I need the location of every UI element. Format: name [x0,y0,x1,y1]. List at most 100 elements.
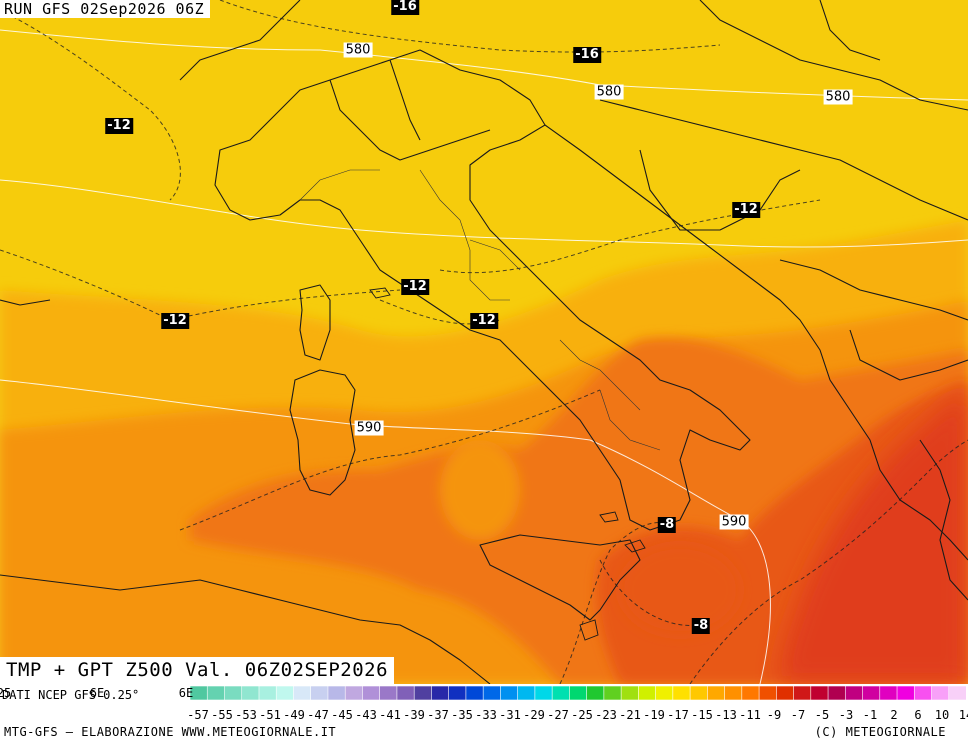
scale-tick-label: -43 [355,708,377,722]
scale-swatch [206,685,226,701]
scale-swatch [638,685,657,701]
scale-tick-label: -3 [839,708,853,722]
scale-tick-label: -39 [403,708,425,722]
scale-swatch [896,685,915,701]
scale-swatch [827,685,846,701]
scale-tick-label: -37 [427,708,449,722]
scale-tick-label: -13 [715,708,737,722]
scale-tick-label: 14 [959,708,968,722]
coastlines [0,0,968,684]
temperature-label: -16 [573,47,601,63]
map-title: TMP + GPT Z500 Val. 06Z02SEP2026 [0,657,395,684]
geopotential-label: 590 [354,420,384,436]
field-red [780,390,968,684]
scale-swatch [655,685,674,701]
scale-swatch [844,685,864,701]
scale-edge-mark: 6E [179,686,193,700]
scale-swatch [913,685,933,701]
scale-swatch [327,685,346,701]
scale-tick-label: -57 [187,708,209,722]
geopotential-label: 580 [823,89,853,105]
scale-tick-label: -45 [331,708,353,722]
scale-tick-label: -55 [211,708,233,722]
scale-swatch [603,685,622,701]
run-title: RUN GFS 02Sep2026 06Z [0,0,211,18]
geopotential-label: 580 [343,42,373,58]
scale-swatch [862,685,881,701]
scale-swatch [379,685,398,701]
scale-swatch [534,685,553,701]
scale-swatch [344,685,364,701]
scale-swatch [551,685,570,701]
scale-tick-label: -41 [379,708,401,722]
scale-swatch [275,685,295,701]
field-red-blob [620,545,740,635]
scale-swatch [396,685,415,701]
footer-copyright: (C) METEOGIORNALE [814,725,946,739]
scale-swatch [465,685,484,701]
temperature-label: -8 [691,618,711,634]
scale-swatch [776,685,795,701]
scale-swatch [569,685,588,701]
scale-swatch [948,685,967,701]
scale-tick-label: 2 [890,708,897,722]
scale-tick-label: -35 [451,708,473,722]
scale-swatch [931,685,950,701]
scale-tick-label: -33 [475,708,497,722]
scale-swatch [241,685,260,701]
islands [369,287,646,641]
scale-edge-mark: 25 [0,686,11,700]
scale-swatch [431,685,450,701]
scale-tick-label: -29 [523,708,545,722]
temperature-label: -12 [401,279,429,295]
temperature-label: -16 [391,0,419,15]
temperature-label: -12 [105,118,133,134]
scale-tick-label: -19 [643,708,665,722]
regional-borders [299,169,661,451]
field-orange-blob [440,440,520,540]
scale-swatch [258,685,277,701]
temperature-label: -12 [470,313,498,329]
scale-swatch [793,685,812,701]
scale-tick-label: -31 [499,708,521,722]
scale-tick-label: -5 [815,708,829,722]
scale-tick-label: -51 [259,708,281,722]
scale-swatch [448,685,467,701]
scale-swatch [689,685,708,701]
scale-tick-label: -47 [307,708,329,722]
scale-swatch [758,685,777,701]
scale-tick-label: 6 [914,708,921,722]
scale-swatch [224,685,243,701]
scale-tick-label: -49 [283,708,305,722]
temperature-label: -12 [732,202,760,218]
temperature-label: -8 [657,517,677,533]
scale-swatch [741,685,760,701]
scale-tick-label: -23 [595,708,617,722]
scale-swatch [586,685,605,701]
scale-tick-label: -21 [619,708,641,722]
scale-swatch [413,685,433,701]
scale-edge-mark: 6E [90,686,104,700]
geopotential-label: 590 [719,514,749,530]
geopotential-isolines [0,29,968,684]
scale-tick-label: 10 [935,708,949,722]
scale-swatch [707,685,726,701]
scale-swatch [672,685,691,701]
scale-swatch [310,685,329,701]
scale-tick-label: -17 [667,708,689,722]
scale-tick-label: -27 [547,708,569,722]
temperature-map [0,0,968,684]
scale-tick-label: -11 [739,708,761,722]
scale-swatch [724,685,743,701]
scale-tick-label: -15 [691,708,713,722]
scale-tick-label: -1 [863,708,877,722]
scale-swatch [500,685,519,701]
temperature-label: -12 [161,313,189,329]
scale-tick-label: -25 [571,708,593,722]
geopotential-label: 580 [594,84,624,100]
scale-tick-label: -7 [791,708,805,722]
scale-swatch [362,685,381,701]
scale-swatch [293,685,312,701]
scale-swatch [620,685,639,701]
scale-tick-label: -53 [235,708,257,722]
